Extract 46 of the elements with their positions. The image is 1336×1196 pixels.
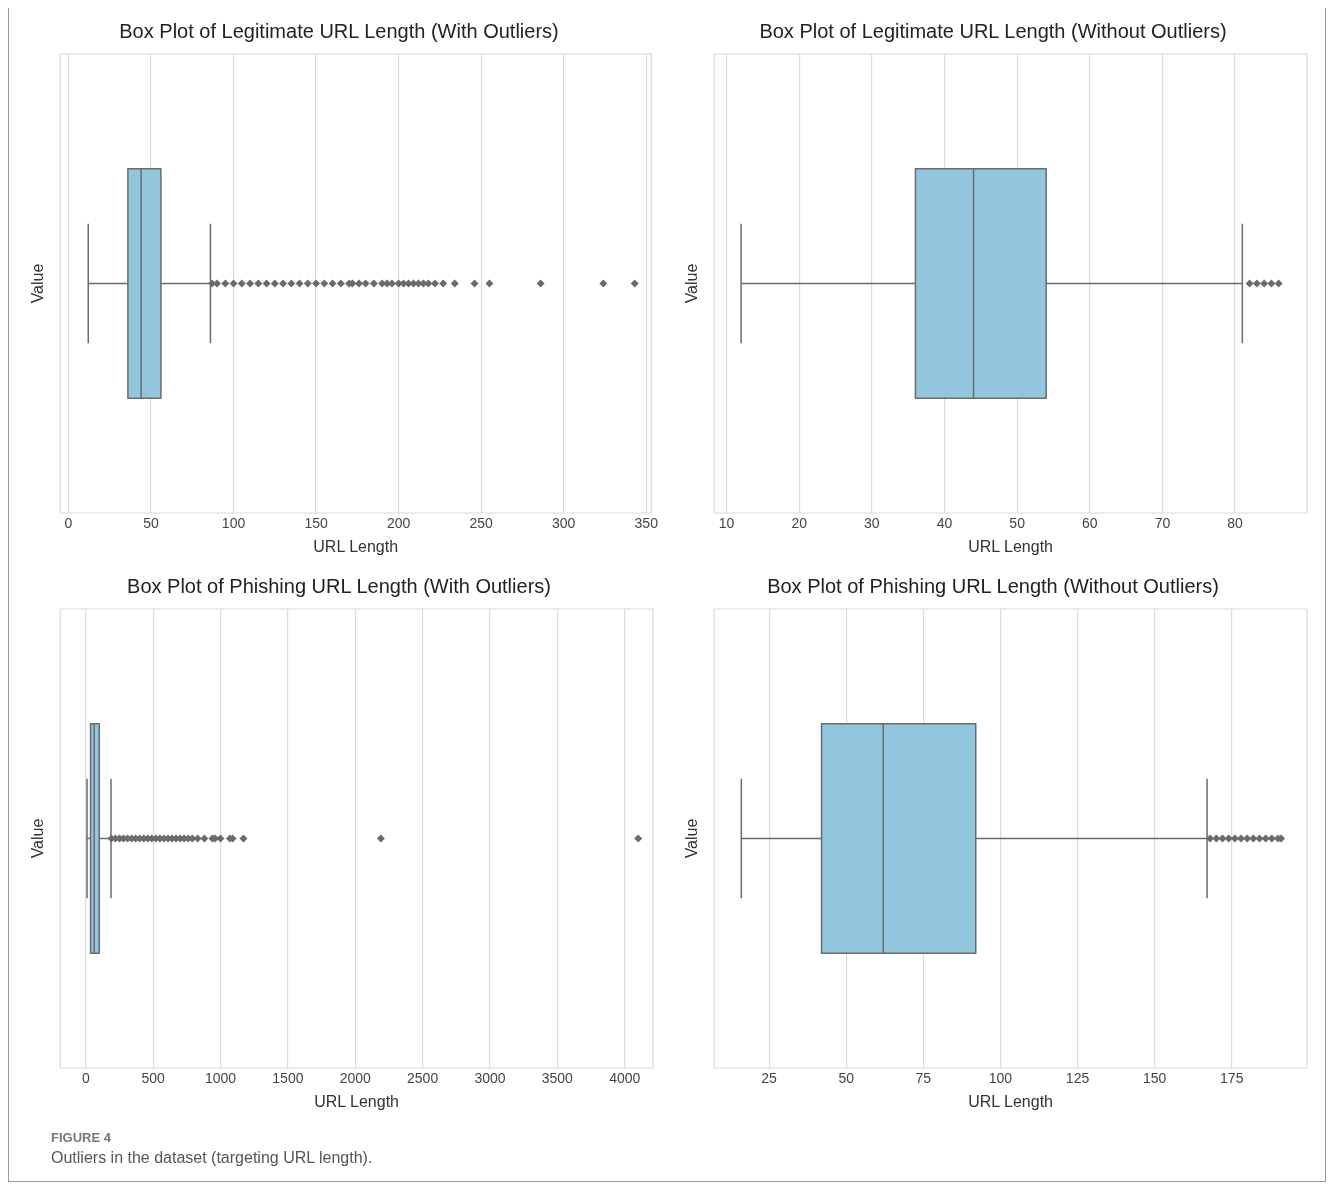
y-axis-title: Value [683,818,701,859]
x-axis-title: URL Length [968,537,1053,555]
x-tick-label: 0 [81,1070,90,1087]
x-tick-label: 20 [791,515,808,532]
x-tick-label: 0 [64,515,73,532]
text: Outliers in the dataset (targeting URL length). [51,1149,374,1167]
x-tick-label: 2000 [339,1070,372,1087]
x-axis-title: URL Length [313,537,399,555]
x-tick-label: 250 [469,515,494,532]
x-tick-label: 50 [1009,515,1026,532]
x-tick-label: 2500 [407,1070,439,1087]
x-tick-label: 125 [1065,1070,1090,1087]
x-tick-label: 150 [304,515,328,532]
x-tick-label: 50 [838,1070,855,1087]
x-tick-label: 100 [221,515,246,532]
x-tick-label: 50 [143,515,159,532]
x-tick-label: 150 [1142,1070,1167,1087]
y-axis-title: Value [683,263,701,304]
x-tick-label: 80 [1227,515,1244,532]
x-tick-label: 200 [386,515,411,532]
x-tick-label: 350 [634,515,659,532]
x-tick-label: 3500 [541,1070,574,1087]
x-tick-label: 1500 [272,1070,304,1087]
x-tick-label: 25 [761,1070,778,1087]
y-axis-title: Value [29,818,47,859]
caption: FIGURE 4 [51,1130,112,1145]
x-tick-label: 40 [936,515,953,532]
x-axis-title: URL Length [968,1092,1053,1110]
x-tick-label: 500 [141,1070,166,1087]
x-tick-label: 10 [718,515,735,532]
chart-title: Box Plot of Phishing URL Length (With Outliers) [127,574,551,597]
x-tick-label: 175 [1220,1070,1244,1087]
chart-title: Box Plot of Legitimate URL Length (Without Outliers) [759,19,1227,42]
x-tick-label: 4000 [609,1070,641,1087]
x-tick-label: 75 [915,1070,932,1087]
x-tick-label: 60 [1082,515,1098,532]
chart-title: Box Plot of Phishing URL Length (Without Outliers) [767,574,1219,597]
x-tick-label: 70 [1154,515,1171,532]
x-tick-label: 100 [988,1070,1013,1087]
x-tick-label: 1000 [204,1070,237,1087]
chart-title: Box Plot of Legitimate URL Length (With Outliers) [119,19,559,42]
x-tick-label: 30 [864,515,880,532]
x-tick-label: 300 [552,515,576,532]
x-tick-label: 3000 [474,1070,506,1087]
x-axis-title: URL Length [314,1092,399,1110]
y-axis-title: Value [29,263,47,304]
